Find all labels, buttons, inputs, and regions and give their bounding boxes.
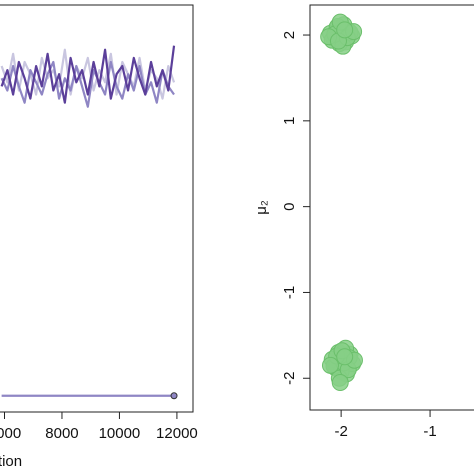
y-tick-label: 0: [281, 202, 298, 210]
x-tick-label: 6000: [0, 425, 21, 442]
point: [336, 348, 354, 366]
x-tick-label: 8000: [45, 425, 78, 442]
y-tick-label: 2: [281, 31, 298, 39]
x-tick-label: -2: [334, 423, 347, 440]
point: [321, 356, 339, 374]
y-tick-label: 1: [281, 117, 298, 125]
y-tick-label: -1: [281, 286, 298, 299]
point: [331, 374, 349, 392]
x-tick-label: 10000: [99, 425, 141, 442]
y-tick-label: -2: [281, 372, 298, 385]
plot-frame: [309, 4, 474, 411]
y-axis-label: μ₂: [253, 200, 270, 215]
point: [336, 21, 354, 39]
trace-line: [0, 45, 176, 104]
x-axis-label: Iteration: [0, 453, 22, 470]
x-tick-label: 12000: [156, 425, 198, 442]
x-tick-label: -1: [423, 423, 436, 440]
plot-frame: [0, 4, 194, 413]
end-marker: [170, 392, 178, 400]
